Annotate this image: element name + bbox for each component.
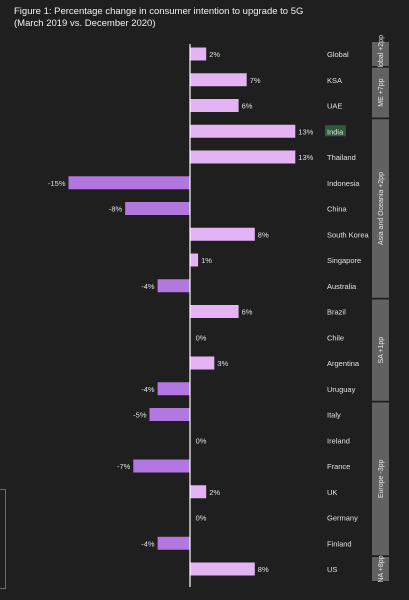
- value-label-global: 2%: [209, 50, 220, 59]
- category-label-singapore: Singapore: [327, 256, 361, 265]
- category-label-ireland: Ireland: [327, 436, 350, 445]
- bar-ksa: [190, 73, 247, 87]
- category-label-argentina: Argentina: [327, 359, 360, 368]
- bar-indonesia: [68, 176, 190, 190]
- category-label-china: China: [327, 205, 347, 214]
- bar-italy: [149, 408, 190, 421]
- value-label-ireland: 0%: [196, 436, 207, 445]
- bar-china: [125, 202, 190, 215]
- category-label-global: Global: [327, 50, 349, 59]
- bar-south-korea: [190, 227, 255, 241]
- region-box-europe-3pp: [372, 402, 389, 556]
- bar-france: [133, 459, 190, 473]
- highlight-india: [325, 125, 346, 137]
- value-label-indonesia: -15%: [48, 179, 66, 188]
- bar-australia: [157, 279, 190, 293]
- region-label-global-2pp: Global +2pp: [378, 35, 385, 73]
- region-box-sa-1pp: [372, 299, 389, 401]
- value-label-singapore: 1%: [201, 256, 212, 265]
- chart-title: Figure 1: Percentage change in consumer …: [14, 6, 374, 30]
- bar-brazil: [190, 305, 239, 318]
- value-label-china: -8%: [109, 205, 123, 214]
- value-label-india: 13%: [298, 127, 313, 136]
- value-label-us: 8%: [258, 565, 269, 574]
- bar-global: [190, 47, 207, 61]
- region-box-na-8pp: [372, 557, 389, 581]
- region-box-me-7pp: [372, 67, 389, 118]
- chart-title-line-2: (March 2019 vs. December 2020): [14, 18, 156, 29]
- category-label-ksa: KSA: [327, 76, 342, 85]
- value-label-brazil: 6%: [242, 308, 253, 317]
- category-label-chile: Chile: [327, 333, 344, 342]
- value-label-south-korea: 8%: [258, 230, 269, 239]
- value-label-france: -7%: [117, 462, 131, 471]
- bar-us: [190, 562, 255, 576]
- category-label-italy: Italy: [327, 411, 341, 420]
- value-label-germany: 0%: [196, 514, 207, 523]
- region-box-global-2pp: [372, 42, 389, 66]
- bar-india: [190, 124, 296, 138]
- value-label-argentina: 3%: [217, 359, 228, 368]
- bar-finland: [157, 536, 190, 550]
- region-groups-layer: Global +2pp ME +7pp Asia and Oceania +2pp S…: [372, 35, 389, 583]
- bar-thailand: [190, 150, 296, 164]
- category-label-uk: UK: [327, 488, 337, 497]
- value-label-uk: 2%: [209, 488, 220, 497]
- bar-uk: [190, 485, 207, 499]
- chart-title-line-1: Figure 1: Percentage change in consumer …: [14, 6, 304, 17]
- category-label-australia: Australia: [327, 282, 357, 291]
- category-label-us: US: [327, 565, 337, 574]
- labels-layer: 2% Global 7% KSA 6% UAE 13% India 13% Thailand -15…: [48, 50, 370, 574]
- value-label-finland: -4%: [141, 539, 155, 548]
- category-label-germany: Germany: [327, 514, 358, 523]
- value-label-chile: 0%: [196, 333, 207, 342]
- category-label-finland: Finland: [327, 539, 352, 548]
- category-label-indonesia: Indonesia: [327, 179, 360, 188]
- region-label-asia-and-oceania-2pp: Asia and Oceania +2pp: [378, 172, 385, 245]
- category-label-india: India: [327, 127, 344, 136]
- region-label-na-8pp: NA +8pp: [378, 555, 385, 582]
- category-label-france: France: [327, 462, 350, 471]
- region-label-me-7pp: ME +7pp: [378, 78, 385, 106]
- bar-argentina: [190, 356, 215, 370]
- left-panel-frame: [0, 489, 6, 589]
- bar-uruguay: [157, 382, 190, 396]
- region-label-europe-3pp: Europe -3pp: [378, 460, 385, 499]
- value-label-thailand: 13%: [298, 153, 313, 162]
- category-label-south-korea: South Korea: [327, 230, 370, 239]
- category-label-uae: UAE: [327, 102, 342, 111]
- category-label-thailand: Thailand: [327, 153, 356, 162]
- value-label-uruguay: -4%: [141, 385, 155, 394]
- bar-singapore: [190, 253, 199, 267]
- region-box-asia-and-oceania-2pp: [372, 119, 389, 298]
- bars-layer: [68, 47, 296, 576]
- value-label-uae: 6%: [242, 102, 253, 111]
- value-label-italy: -5%: [133, 411, 147, 420]
- region-label-sa-1pp: SA +1pp: [378, 337, 385, 364]
- category-label-brazil: Brazil: [327, 308, 346, 317]
- category-label-uruguay: Uruguay: [327, 385, 356, 394]
- value-label-australia: -4%: [141, 282, 155, 291]
- bar-uae: [190, 99, 239, 112]
- value-label-ksa: 7%: [250, 76, 261, 85]
